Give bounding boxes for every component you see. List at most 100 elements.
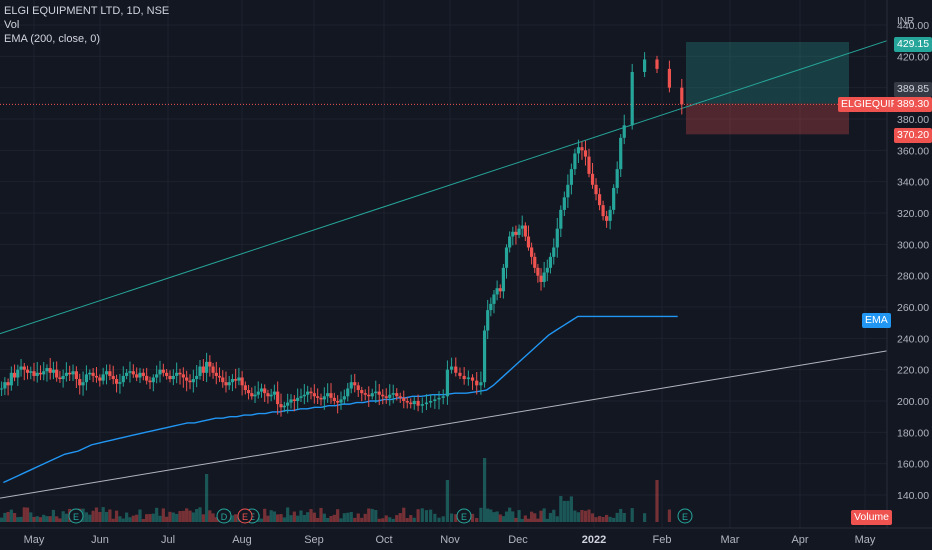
candle-body [61,375,65,380]
volume-bar [111,518,115,522]
candle-body [158,369,162,375]
volume-bar [84,512,89,522]
candle-body [445,369,450,397]
volume-bar [121,518,125,522]
legend-ema[interactable]: EMA (200, close, 0) [4,33,100,45]
volume-bar [367,508,371,522]
candle-body [279,404,283,408]
candle-body [217,375,222,378]
candle-body [409,402,413,405]
candle-body [84,374,89,383]
candle-body [322,396,326,400]
candle-body [356,385,360,391]
candle-body [145,375,149,381]
volume-bar [125,512,129,522]
time-tick: May [24,534,45,546]
ema-label[interactable]: EMA [862,313,891,328]
volume-bar [470,513,475,522]
volume-bar [374,509,378,522]
candle-body [360,390,364,394]
time-tick: Sep [304,534,324,546]
legend-title[interactable]: ELGI EQUIPMENT LTD, 1D, NSE [4,5,170,17]
volume-bar [263,508,267,522]
candle-body [573,153,577,170]
candle-body [208,361,212,367]
volume-bar [622,512,626,522]
volume-bar [91,510,95,522]
volume-bar [433,513,437,522]
volume-bar [630,508,634,522]
volume-bar [482,458,487,522]
candle-body [523,225,527,237]
trendlines[interactable] [0,40,888,499]
volume-bar [131,515,135,522]
volume-bar [175,513,179,522]
volume-bar [530,511,534,522]
legend-volume[interactable]: Vol [4,19,20,31]
candle-body [121,375,125,383]
candle-body [71,371,75,375]
candle-body [0,388,4,390]
volume-bar [615,512,619,522]
candle-body [520,225,524,229]
volume-label[interactable]: Volume [851,510,893,525]
volume-bar [339,518,343,522]
volume-bar [349,511,353,522]
candle-body [224,382,228,386]
volume-bar [536,518,540,522]
candle-body [405,401,409,403]
position-tool[interactable] [0,41,887,135]
candle-body [6,382,10,386]
candle-body [412,401,416,405]
candle-body [332,397,336,401]
time-tick: 2022 [582,534,606,546]
candle-body [545,267,549,273]
volume-bar [566,500,570,522]
volume-bar [135,514,139,522]
candle-body [9,372,13,386]
candle-body [388,394,392,398]
candle-body [458,372,462,376]
candle-body [191,379,195,383]
volume-bar [104,511,109,522]
candle-body [259,388,264,392]
candle-body [416,401,420,406]
candle-body [289,399,293,403]
candle-body [398,396,402,398]
volume-bar [548,512,553,522]
volume-bar [19,516,23,522]
volume-bar [429,509,433,522]
volume-bar [437,517,441,522]
candle-body [329,393,333,398]
volume-bar [454,514,458,522]
candle-body [263,388,267,394]
volume-bar [353,517,357,522]
volume-bar [16,517,20,522]
time-tick: Aug [232,534,252,546]
event-marks[interactable]: EDEEEE [68,508,693,524]
volume-bar [655,480,659,522]
volume-bar [555,516,559,522]
candle-body [339,399,343,403]
volume-bar [322,513,326,522]
candle-body [316,396,320,398]
price-tick: 160.00 [897,459,929,471]
candle-body [508,236,512,248]
volume-bar [55,516,59,522]
candle-body [51,369,56,373]
volume-bar [51,509,56,522]
volume-bar [286,507,290,522]
price-tick: 320.00 [897,208,929,220]
volume-bar [498,514,502,522]
volume-bar [198,507,202,522]
time-tick: Jun [91,534,109,546]
candle-body [514,231,518,235]
volume-bar [29,512,33,522]
candle-body [68,372,72,375]
candle-body [643,59,647,72]
symbol-label[interactable]: ELGIEQUIP [838,97,901,112]
event-marker [456,508,472,524]
candle-body [420,404,424,406]
candle-body [542,272,546,282]
